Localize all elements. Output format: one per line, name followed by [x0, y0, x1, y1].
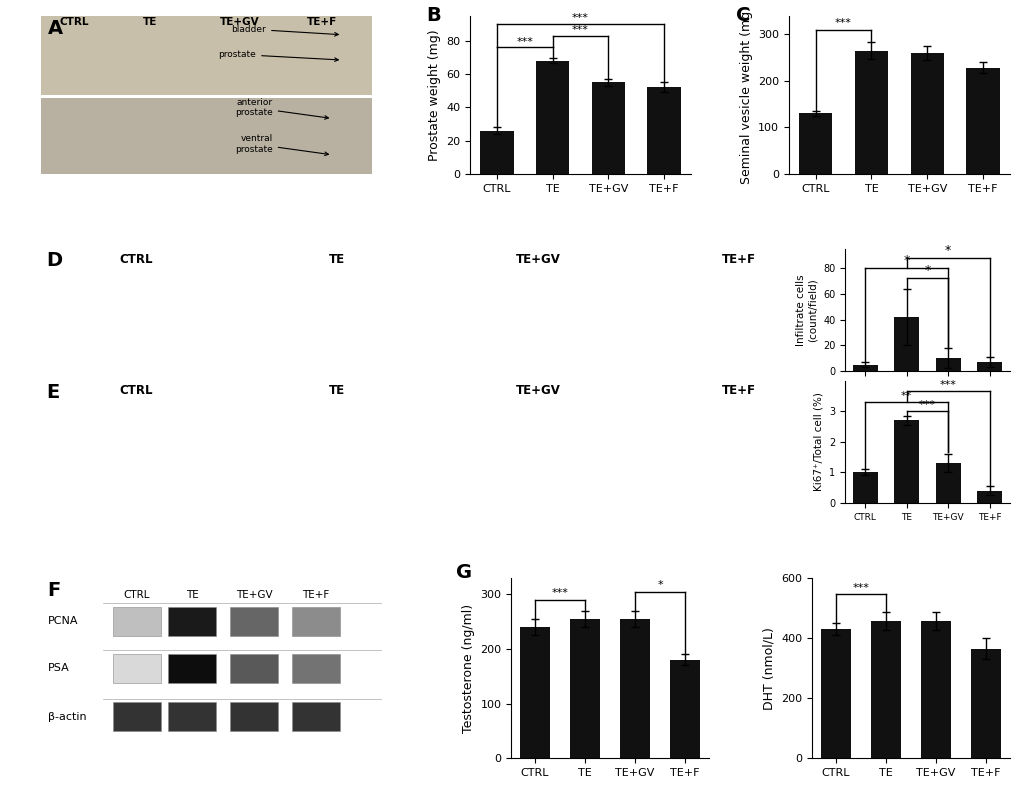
Y-axis label: Prostate weight (mg): Prostate weight (mg)	[427, 29, 440, 160]
Text: anterior
prostate: anterior prostate	[234, 98, 328, 119]
Bar	[894, 317, 918, 371]
Bar	[480, 130, 514, 174]
Bar	[934, 463, 960, 502]
Bar	[894, 420, 918, 502]
Y-axis label: Ki67⁺/Total cell (%): Ki67⁺/Total cell (%)	[813, 393, 822, 491]
Bar	[852, 364, 876, 371]
Text: TE+GV: TE+GV	[515, 385, 559, 397]
Text: ***: ***	[852, 583, 868, 592]
Bar	[647, 88, 681, 174]
Y-axis label: Testosterone (ng/ml): Testosterone (ng/ml)	[462, 604, 474, 732]
Bar	[168, 653, 216, 683]
Text: TE+GV: TE+GV	[515, 253, 559, 265]
Bar	[570, 619, 599, 758]
Text: *: *	[923, 264, 929, 277]
Text: CTRL: CTRL	[119, 385, 153, 397]
Bar	[934, 358, 960, 371]
Text: ***: ***	[938, 380, 956, 389]
Bar	[535, 61, 569, 174]
Bar	[229, 702, 278, 732]
Text: β-actin: β-actin	[48, 712, 87, 722]
Text: PSA: PSA	[48, 663, 69, 673]
Text: TE+GV: TE+GV	[219, 17, 259, 28]
Y-axis label: Seminal vesicle weight (mg): Seminal vesicle weight (mg)	[739, 6, 752, 184]
Bar	[168, 702, 216, 732]
Text: CTRL: CTRL	[123, 590, 150, 600]
Bar	[620, 619, 649, 758]
Text: D: D	[47, 251, 62, 270]
Bar	[113, 702, 161, 732]
Bar	[113, 653, 161, 683]
Bar	[41, 98, 372, 174]
Text: E: E	[47, 383, 60, 402]
Text: TE: TE	[185, 590, 199, 600]
Bar	[229, 653, 278, 683]
Bar	[870, 622, 900, 758]
Text: ***: ***	[516, 36, 533, 47]
Bar	[970, 649, 1000, 758]
Bar	[976, 491, 1002, 502]
Bar	[291, 653, 339, 683]
Text: ***: ***	[572, 13, 588, 23]
Text: *: *	[656, 580, 662, 590]
Bar	[965, 68, 999, 174]
Text: TE: TE	[143, 17, 157, 28]
Text: ventral
prostate: ventral prostate	[234, 134, 328, 156]
Text: TE+F: TE+F	[302, 590, 329, 600]
Text: A: A	[47, 19, 62, 38]
Text: TE+F: TE+F	[721, 253, 755, 265]
Bar	[669, 660, 699, 758]
Bar	[910, 53, 943, 174]
Text: *: *	[903, 254, 909, 267]
Text: B: B	[426, 6, 440, 25]
Bar	[976, 362, 1002, 371]
Text: TE: TE	[328, 385, 344, 397]
Bar	[520, 627, 549, 758]
Text: CTRL: CTRL	[59, 17, 89, 28]
Text: TE+GV: TE+GV	[235, 590, 272, 600]
Text: ***: ***	[551, 588, 568, 598]
Text: ***: ***	[572, 25, 588, 35]
Bar	[820, 629, 850, 758]
Text: bladder: bladder	[231, 24, 338, 36]
Text: ***: ***	[918, 400, 935, 410]
Text: C: C	[735, 6, 750, 25]
Text: TE+F: TE+F	[307, 17, 337, 28]
Bar	[41, 16, 372, 95]
Bar	[168, 607, 216, 636]
Text: F: F	[48, 581, 61, 600]
Bar	[852, 472, 876, 502]
Text: TE+F: TE+F	[721, 385, 755, 397]
Bar	[798, 114, 832, 174]
Bar	[229, 607, 278, 636]
Text: CTRL: CTRL	[119, 253, 153, 265]
Text: G: G	[455, 563, 472, 582]
Y-axis label: Infiltrate cells
(count/field): Infiltrate cells (count/field)	[795, 274, 816, 346]
Bar	[113, 607, 161, 636]
Y-axis label: DHT (nmol/L): DHT (nmol/L)	[762, 626, 774, 709]
Bar	[854, 51, 888, 174]
Bar	[591, 82, 625, 174]
Bar	[291, 702, 339, 732]
Bar	[291, 607, 339, 636]
Text: TE: TE	[328, 253, 344, 265]
Text: ***: ***	[835, 18, 851, 28]
Bar	[920, 622, 950, 758]
Text: **: **	[900, 390, 911, 401]
Text: prostate: prostate	[218, 50, 338, 62]
Text: *: *	[945, 243, 951, 257]
Text: PCNA: PCNA	[48, 616, 78, 626]
